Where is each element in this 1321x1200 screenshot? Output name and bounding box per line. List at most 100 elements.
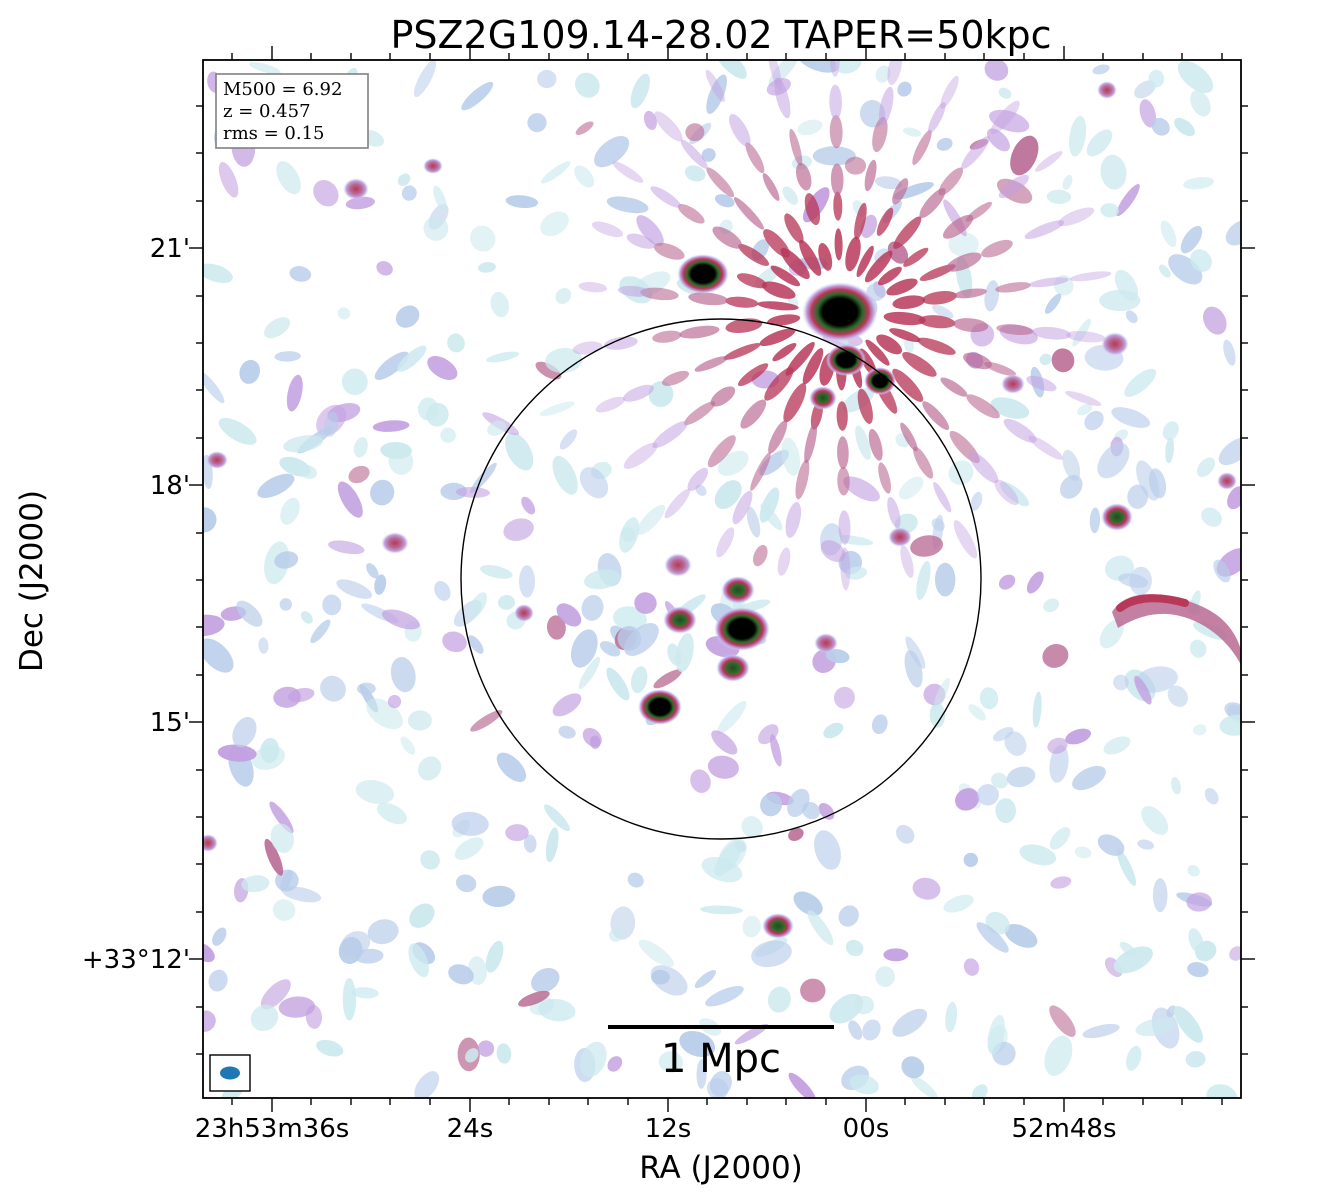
sidelobe-streak bbox=[759, 328, 796, 347]
noise-blob bbox=[212, 927, 227, 946]
noise-blob bbox=[1100, 203, 1119, 218]
noise-blob bbox=[1042, 643, 1069, 668]
noise-blob bbox=[717, 450, 749, 476]
sidelobe-streak bbox=[705, 69, 725, 102]
sidelobe-streak bbox=[857, 388, 873, 424]
source-east-c bbox=[1001, 374, 1025, 394]
sidelobe-streak bbox=[612, 161, 644, 183]
noise-blob bbox=[316, 1039, 344, 1057]
noise-blob bbox=[1119, 941, 1137, 957]
sidelobe-streak bbox=[892, 178, 909, 205]
sidelobe-streak bbox=[664, 488, 691, 519]
sidelobe-streak bbox=[757, 301, 799, 311]
noise-blob bbox=[608, 928, 624, 942]
source-east-b bbox=[1101, 332, 1129, 356]
noise-blob bbox=[814, 830, 841, 870]
sidelobe-streak bbox=[995, 282, 1031, 293]
sidelobe-streak bbox=[845, 236, 861, 272]
noise-blob bbox=[521, 496, 536, 515]
sidelobe-streak bbox=[833, 191, 843, 221]
noise-blob bbox=[976, 784, 999, 806]
y-major-ticks bbox=[189, 247, 1255, 960]
noise-blob bbox=[1139, 99, 1157, 128]
noise-blob bbox=[1068, 115, 1087, 157]
noise-blob bbox=[372, 420, 410, 432]
noise-blob bbox=[1177, 60, 1214, 94]
noise-blob bbox=[1082, 1023, 1120, 1039]
noise-blob bbox=[1152, 878, 1168, 913]
noise-blob bbox=[963, 958, 980, 976]
noise-layer bbox=[203, 60, 1241, 1098]
noise-blob bbox=[797, 119, 823, 136]
noise-blob bbox=[1166, 1005, 1177, 1018]
sidelobe-streak bbox=[878, 462, 891, 494]
noise-blob bbox=[650, 965, 688, 996]
sidelobe-streak bbox=[876, 207, 894, 236]
noise-blob bbox=[1100, 154, 1127, 190]
noise-blob bbox=[871, 714, 888, 735]
noise-blob bbox=[395, 305, 420, 328]
source-west-b bbox=[343, 178, 369, 200]
noise-blob bbox=[376, 261, 393, 276]
info-box: M500 = 6.92 z = 0.457 rms = 0.15 bbox=[215, 73, 369, 149]
noise-blob bbox=[487, 420, 507, 436]
x-tick-label-1: 24s bbox=[447, 1114, 494, 1144]
noise-blob bbox=[746, 506, 761, 538]
noise-blob bbox=[1196, 457, 1216, 477]
sidelobe-streak bbox=[687, 467, 709, 491]
noise-blob bbox=[797, 60, 839, 73]
axis-ticks bbox=[189, 46, 1255, 1112]
noise-blob bbox=[400, 736, 416, 755]
noise-blob bbox=[636, 504, 666, 535]
noise-blob bbox=[782, 186, 798, 205]
sidelobe-streak bbox=[1035, 151, 1063, 172]
noise-blob bbox=[239, 359, 260, 384]
noise-blob bbox=[901, 1056, 925, 1079]
sidelobe-streak bbox=[854, 202, 867, 240]
noise-blob bbox=[390, 657, 416, 693]
noise-blob bbox=[367, 919, 399, 945]
sidelobe-streak bbox=[1065, 330, 1106, 343]
x-tick-label-4: 52m48s bbox=[1011, 1114, 1116, 1144]
noise-blob bbox=[558, 725, 576, 739]
noise-blob bbox=[634, 592, 657, 614]
noise-blob bbox=[420, 850, 440, 870]
sidelobe-streak bbox=[968, 451, 999, 484]
noise-blob bbox=[366, 563, 379, 579]
noise-blob bbox=[503, 518, 534, 542]
noise-blob bbox=[701, 856, 743, 883]
noise-blob bbox=[408, 943, 430, 978]
sidelobe-streak bbox=[1024, 220, 1065, 239]
source-central-a bbox=[721, 576, 755, 604]
noise-blob bbox=[829, 993, 864, 1024]
noise-blob bbox=[714, 194, 735, 208]
y-tick-label-1: 18' bbox=[150, 471, 190, 501]
sidelobe-streak bbox=[918, 315, 956, 329]
info-box-frame bbox=[215, 73, 369, 149]
noise-blob bbox=[355, 780, 395, 804]
noise-blob bbox=[705, 985, 744, 1007]
sidelobe-streak bbox=[1069, 271, 1112, 282]
noise-blob bbox=[232, 716, 257, 748]
noise-blob bbox=[448, 964, 474, 985]
noise-blob bbox=[278, 996, 316, 1018]
noise-blob bbox=[537, 69, 557, 89]
sidelobe-streak bbox=[886, 278, 918, 296]
noise-blob bbox=[1072, 765, 1106, 791]
noise-blob bbox=[477, 1040, 495, 1057]
sidelobe-streak bbox=[922, 290, 958, 305]
sidelobe-streak bbox=[707, 435, 736, 468]
noise-blob bbox=[1074, 846, 1092, 859]
sidelobe-streak bbox=[837, 436, 849, 470]
noise-blob bbox=[787, 788, 810, 818]
noise-blob bbox=[619, 517, 640, 553]
noise-blob bbox=[630, 73, 650, 109]
scale-bar-label: 1 Mpc bbox=[661, 1036, 781, 1082]
noise-blob bbox=[1223, 339, 1236, 366]
noise-blob bbox=[258, 637, 269, 654]
noise-blob bbox=[948, 232, 979, 257]
noise-blob bbox=[992, 727, 1014, 742]
sidelobe-streak bbox=[966, 394, 1000, 419]
noise-blob bbox=[912, 877, 941, 900]
noise-blob bbox=[1114, 269, 1139, 301]
